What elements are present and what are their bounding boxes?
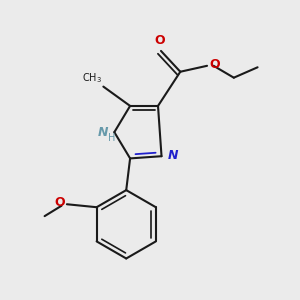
Text: O: O bbox=[54, 196, 64, 209]
Text: O: O bbox=[209, 58, 220, 71]
Text: N: N bbox=[168, 149, 178, 162]
Text: H: H bbox=[108, 133, 116, 143]
Text: O: O bbox=[154, 34, 165, 47]
Text: CH$_3$: CH$_3$ bbox=[82, 71, 102, 85]
Text: N: N bbox=[97, 126, 108, 139]
